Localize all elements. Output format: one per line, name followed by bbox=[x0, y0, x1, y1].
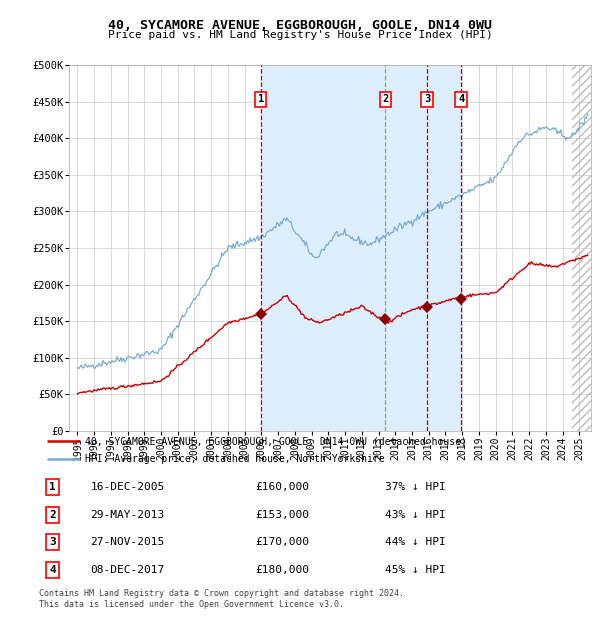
Text: 1: 1 bbox=[49, 482, 56, 492]
Text: 43% ↓ HPI: 43% ↓ HPI bbox=[385, 510, 445, 520]
Bar bbox=[261, 65, 461, 431]
Text: 4: 4 bbox=[49, 565, 56, 575]
Text: 44% ↓ HPI: 44% ↓ HPI bbox=[385, 538, 445, 547]
Text: 3: 3 bbox=[424, 94, 430, 105]
Text: £160,000: £160,000 bbox=[255, 482, 309, 492]
Text: 3: 3 bbox=[49, 538, 56, 547]
Text: 4: 4 bbox=[458, 94, 464, 105]
Text: 27-NOV-2015: 27-NOV-2015 bbox=[90, 538, 164, 547]
Text: 16-DEC-2005: 16-DEC-2005 bbox=[90, 482, 164, 492]
Text: 29-MAY-2013: 29-MAY-2013 bbox=[90, 510, 164, 520]
Text: Price paid vs. HM Land Registry's House Price Index (HPI): Price paid vs. HM Land Registry's House … bbox=[107, 30, 493, 40]
Text: 08-DEC-2017: 08-DEC-2017 bbox=[90, 565, 164, 575]
Text: 45% ↓ HPI: 45% ↓ HPI bbox=[385, 565, 445, 575]
Text: HPI: Average price, detached house, North Yorkshire: HPI: Average price, detached house, Nort… bbox=[85, 454, 385, 464]
Text: 37% ↓ HPI: 37% ↓ HPI bbox=[385, 482, 445, 492]
Text: This data is licensed under the Open Government Licence v3.0.: This data is licensed under the Open Gov… bbox=[39, 600, 344, 609]
Text: 1: 1 bbox=[257, 94, 264, 105]
Text: 40, SYCAMORE AVENUE, EGGBOROUGH, GOOLE, DN14 0WU (detached house): 40, SYCAMORE AVENUE, EGGBOROUGH, GOOLE, … bbox=[85, 436, 467, 446]
Text: 40, SYCAMORE AVENUE, EGGBOROUGH, GOOLE, DN14 0WU: 40, SYCAMORE AVENUE, EGGBOROUGH, GOOLE, … bbox=[108, 19, 492, 32]
Text: 2: 2 bbox=[49, 510, 56, 520]
Text: £170,000: £170,000 bbox=[255, 538, 309, 547]
Text: £180,000: £180,000 bbox=[255, 565, 309, 575]
Text: Contains HM Land Registry data © Crown copyright and database right 2024.: Contains HM Land Registry data © Crown c… bbox=[39, 589, 404, 598]
Text: 2: 2 bbox=[382, 94, 389, 105]
Text: £153,000: £153,000 bbox=[255, 510, 309, 520]
Bar bbox=[572, 65, 592, 431]
